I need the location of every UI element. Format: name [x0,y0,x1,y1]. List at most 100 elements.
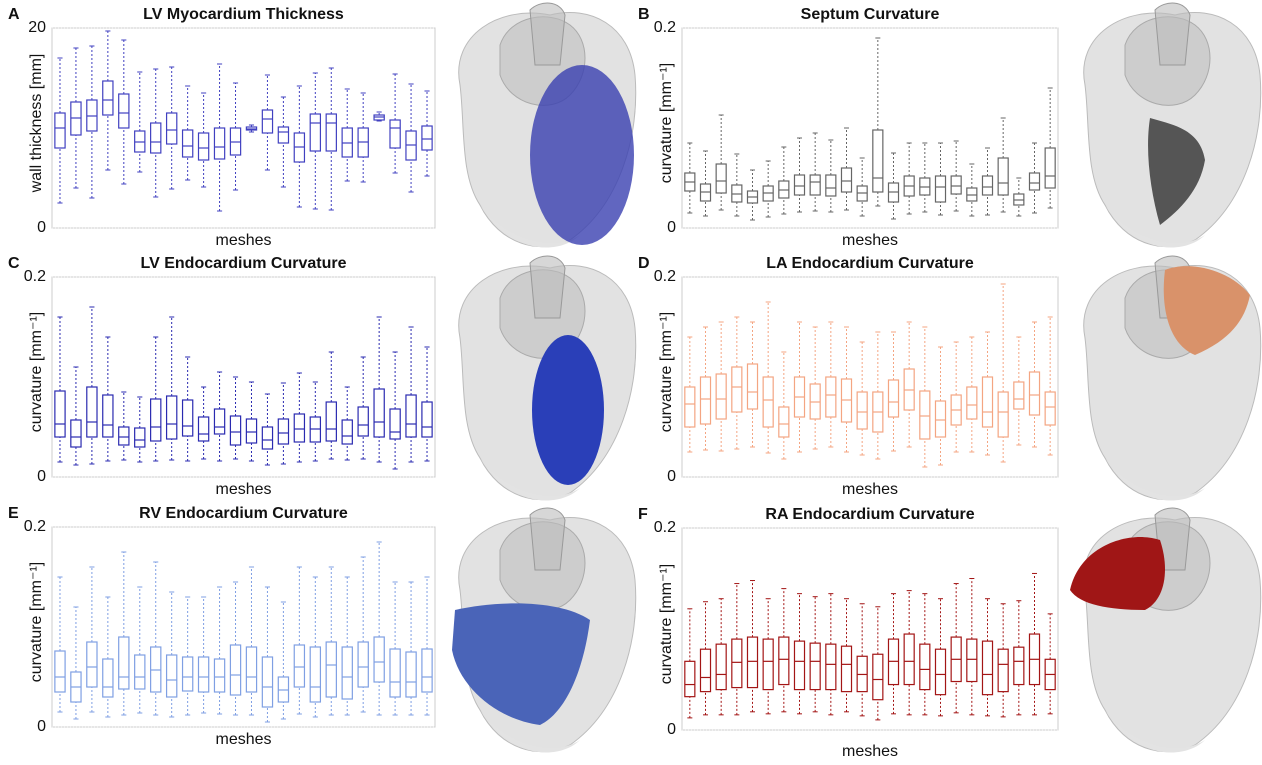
box [809,174,821,196]
box [934,175,947,203]
y-tick-label: 0 [37,718,46,735]
box [54,112,66,149]
box [793,174,806,196]
box [389,408,401,440]
box [825,174,837,197]
y-tick-label: 20 [28,19,46,36]
panel-letter: B [638,6,650,23]
x-axis-label: meshes [215,731,271,748]
box [840,645,853,693]
y-tick-label: 0 [667,468,676,485]
box [245,646,258,693]
box [778,406,790,438]
chart-title: Septum Curvature [801,6,940,23]
box [997,648,1009,693]
box [309,646,322,703]
box [229,415,242,446]
box [731,638,743,689]
box [1013,646,1025,686]
box [872,653,884,701]
box [261,426,274,450]
x-axis-label: meshes [842,481,898,498]
box [950,175,962,195]
box [261,656,274,708]
box [325,113,337,152]
box [118,93,130,129]
box [102,394,114,438]
x-axis-label: meshes [215,232,271,249]
chart-title: LA Endocardium Curvature [766,255,974,272]
y-tick-label: 0.2 [654,19,676,36]
box [1013,381,1025,410]
box [746,363,759,410]
box [778,636,790,686]
panel-letter: D [638,255,650,272]
box [293,644,306,688]
box [762,638,774,691]
box [405,394,417,438]
chart-title: RV Endocardium Curvature [139,505,348,522]
box [934,648,947,696]
box [981,175,994,196]
x-axis-label: meshes [215,481,271,498]
y-tick-label: 0 [37,468,46,485]
box [245,418,258,444]
box [181,399,194,437]
box [373,636,385,683]
plot-area [51,27,436,229]
y-axis-label: curvature [mm⁻¹] [28,312,45,432]
lv-myocardium [530,65,634,245]
box [325,641,337,698]
box [277,126,290,144]
plot-area [681,527,1059,731]
box [389,648,401,698]
box [684,660,696,698]
y-axis-label: curvature [mm⁻¹] [28,562,45,682]
box [715,163,727,194]
box [715,643,727,691]
box [887,379,900,418]
box [181,129,194,158]
box [134,654,146,690]
box [1028,172,1041,191]
ra-endocardium [1070,537,1165,610]
box [213,658,226,693]
panel-letter: E [8,505,19,522]
panel-letter: C [8,255,20,272]
panel: 0 0.2B Septum Curvature meshes curvature [mm… [638,6,1059,249]
box [793,640,806,691]
panel: 0 0.2D LA Endocardium Curvature meshes curva… [638,255,1059,498]
chart-title: RA Endocardium Curvature [765,506,974,523]
box [102,658,114,698]
panel: 0 0.2C LV Endocardium Curvature meshes curva… [8,255,436,498]
box [373,388,385,438]
box [699,376,712,425]
box [309,113,322,152]
y-tick-label: 0.2 [24,518,46,535]
chart-title: LV Myocardium Thickness [143,6,344,23]
y-tick-label: 0.2 [654,268,676,285]
box [997,391,1009,438]
box [421,125,433,151]
box [981,376,994,428]
box [118,426,130,446]
box [825,376,837,418]
plot-area [681,276,1059,478]
box [825,643,837,691]
panel: 0 20 A LV Myocardium Thickness meshes wall th… [8,6,436,249]
box [699,648,712,693]
box [150,122,162,154]
box [934,400,947,438]
box [277,418,290,445]
la-endocardium [1163,266,1250,355]
panel: 0 0.2 F RA Endocardium Curvature meshes curva… [638,506,1059,760]
plot-area [51,526,436,728]
box [1028,371,1041,416]
y-axis-label: curvature [mm⁻¹] [658,312,675,432]
box [966,638,978,683]
y-tick-label: 0 [667,219,676,236]
box [731,366,743,413]
y-axis-label: curvature [mm⁻¹] [658,564,675,684]
septum [1148,118,1205,225]
